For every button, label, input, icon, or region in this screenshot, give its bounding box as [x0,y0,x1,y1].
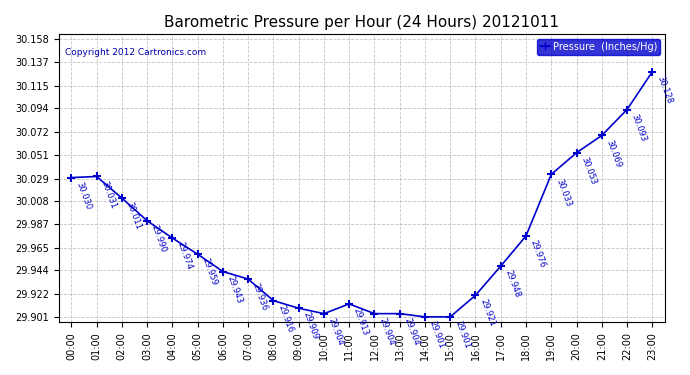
Text: 30.011: 30.011 [125,201,143,231]
Text: 30.030: 30.030 [74,180,92,211]
Text: 29.959: 29.959 [200,257,219,287]
Text: 30.069: 30.069 [604,138,623,169]
Text: 29.936: 29.936 [251,282,269,312]
Text: 29.943: 29.943 [226,274,244,304]
Text: 30.053: 30.053 [580,156,598,186]
Text: 29.921: 29.921 [478,298,497,328]
Text: 29.948: 29.948 [504,269,522,299]
Text: 29.901: 29.901 [428,320,446,350]
Text: 29.916: 29.916 [276,303,295,334]
Text: 29.901: 29.901 [453,320,471,350]
Text: 29.904: 29.904 [377,316,395,346]
Text: 29.913: 29.913 [352,307,371,337]
Text: 29.990: 29.990 [150,224,168,254]
Text: 29.909: 29.909 [302,311,319,341]
Text: Copyright 2012 Cartronics.com: Copyright 2012 Cartronics.com [65,48,206,57]
Title: Barometric Pressure per Hour (24 Hours) 20121011: Barometric Pressure per Hour (24 Hours) … [164,15,560,30]
Text: 30.128: 30.128 [655,75,673,105]
Text: 29.904: 29.904 [327,316,345,346]
Text: 30.093: 30.093 [630,112,648,143]
Text: 29.904: 29.904 [402,316,421,346]
Text: 29.976: 29.976 [529,238,547,269]
Text: 29.974: 29.974 [175,241,193,271]
Legend: Pressure  (Inches/Hg): Pressure (Inches/Hg) [538,39,660,55]
Text: 30.033: 30.033 [554,177,573,208]
Text: 30.031: 30.031 [99,179,118,210]
